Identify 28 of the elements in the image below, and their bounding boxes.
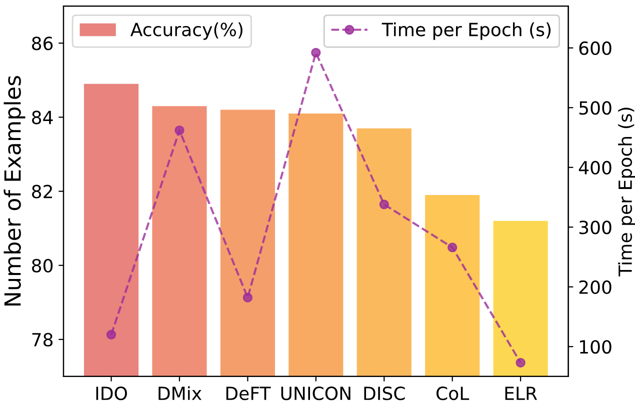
- y-tick-label: 84: [32, 110, 53, 124]
- legend-label: Accuracy(%): [130, 22, 242, 40]
- y2-tick-label: 400: [578, 160, 612, 175]
- x-tick-label: DISC: [364, 386, 405, 400]
- point: [379, 200, 389, 210]
- y-tick-label: 78: [32, 332, 53, 347]
- point: [311, 48, 321, 58]
- y2-tick-label: 600: [579, 41, 612, 56]
- point: [516, 358, 526, 368]
- y2-tick-label: 500: [579, 101, 612, 115]
- x-tick-label: UNICON: [281, 386, 350, 400]
- x-tick-label: CoL: [436, 386, 470, 400]
- y2-tick-label: 100: [580, 340, 612, 354]
- y2-tick-label: 200: [579, 280, 612, 294]
- point: [447, 242, 458, 252]
- point: [174, 125, 184, 136]
- y-tick-label: 80: [32, 258, 53, 272]
- legend-label: Time per Epoch (s): [382, 22, 551, 40]
- point: [106, 330, 116, 340]
- y-tick-label: 82: [32, 184, 52, 198]
- x-tick-label: ELR: [505, 386, 538, 400]
- y2-tick-label: 300: [579, 220, 612, 234]
- x-tick-label: IDO: [96, 386, 127, 400]
- x-tick-label: DMix: [158, 386, 202, 400]
- y-axis-title: Number of Examples: [4, 76, 26, 306]
- x-tick-label: DeFT: [226, 386, 271, 400]
- y-tick-label: 86: [32, 36, 53, 50]
- point: [242, 292, 253, 302]
